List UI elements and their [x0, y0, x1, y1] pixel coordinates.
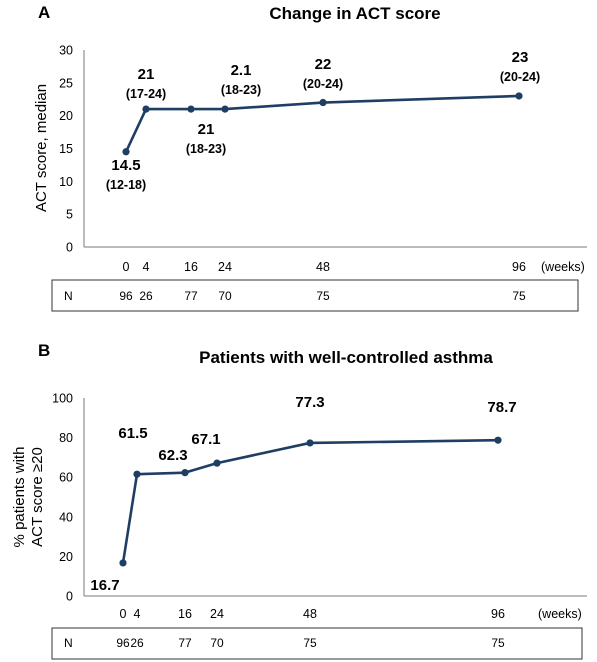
- panel-b-y-axis-label-line: ACT score ≥20: [29, 447, 46, 547]
- panel-b-x-tick-label: 96: [491, 607, 505, 621]
- panel-a-n-value: 75: [316, 289, 330, 303]
- panel-a-letter: A: [38, 3, 50, 22]
- panel-b-y-axis-label-line: % patients with: [11, 447, 28, 548]
- panel-a-data-point: [122, 148, 130, 156]
- panel-b-data-point: [119, 559, 127, 567]
- panel-a-data-label: 21: [138, 66, 155, 83]
- panel-a-data-point: [142, 105, 150, 113]
- panel-a-n-label: N: [64, 289, 73, 303]
- panel-b-data-point: [306, 439, 314, 447]
- panel-a-y-tick-label: 0: [66, 241, 73, 255]
- panel-a-y-tick-label: 25: [59, 76, 73, 90]
- panel-a-data-point: [221, 105, 229, 113]
- panel-a-data-point: [319, 98, 327, 107]
- panel-b-x-tick-label: 24: [210, 607, 224, 621]
- panel-b-n-value: 75: [491, 636, 505, 650]
- panel-a-x-tick-label: 96: [512, 260, 526, 274]
- panel-a-y-tick-label: 15: [59, 142, 73, 156]
- panel-b-n-value: 70: [210, 636, 224, 650]
- panel-b-y-tick-label: 20: [59, 550, 73, 564]
- panel-a-x-tick-label: 16: [184, 260, 198, 274]
- panel-b-y-tick-label: 40: [59, 510, 73, 524]
- panel-b-y-tick-label: 0: [66, 590, 73, 604]
- panel-b-data-point: [494, 436, 502, 444]
- panel-a-x-tick-label: 48: [316, 260, 330, 274]
- panel-a-y-tick-label: 5: [66, 208, 73, 222]
- panel-a-n-value: 96: [119, 289, 133, 303]
- panel-b-y-tick-label: 60: [59, 471, 73, 485]
- panel-b-title: Patients with well-controlled asthma: [199, 348, 493, 367]
- panel-a-series-line: [124, 94, 520, 153]
- panel-a-range-label: (18-23): [221, 83, 261, 97]
- panel-a-x-unit: (weeks): [541, 260, 585, 274]
- panel-b-y-axis-label: % patients withACT score ≥20: [11, 447, 46, 548]
- panel-a-y-axis-label: ACT score, median: [33, 84, 50, 212]
- panel-a-y-tick-label: 20: [59, 109, 73, 123]
- panel-b-data-point: [133, 470, 141, 478]
- panel-a-x-tick-label: 4: [143, 260, 150, 274]
- panel-a-n-value: 70: [218, 289, 232, 303]
- panel-a-n-table-box: [51, 279, 579, 312]
- panel-a-data-label: 14.5: [111, 157, 140, 174]
- panel-b-data-label: 16.7: [90, 577, 119, 594]
- panel-b-n-table-box: [51, 627, 583, 660]
- panel-b-x-tick-label: 4: [134, 607, 141, 621]
- panel-a-y-tick-label: 10: [59, 175, 73, 189]
- panel-a-range-label: (20-24): [500, 70, 540, 84]
- panel-b-data-label: 78.7: [487, 399, 516, 416]
- panel-a-data-label: 23: [512, 49, 529, 66]
- panel-b-data-label: 62.3: [158, 447, 187, 464]
- panel-b-data-point: [181, 469, 189, 477]
- panel-a-x-tick-label: 24: [218, 260, 232, 274]
- panel-b-n-value: 96: [116, 636, 130, 650]
- panel-a-data-label: 21: [198, 121, 215, 138]
- panel-b-n-value: 75: [303, 636, 317, 650]
- panel-a-x-tick-label: 0: [123, 260, 130, 274]
- panel-a-y-tick-label: 30: [59, 44, 73, 58]
- panel-a-data-label: 2.1: [231, 62, 252, 79]
- panel-a-range-label: (18-23): [186, 142, 226, 156]
- panel-b-data-label: 67.1: [191, 431, 220, 448]
- panel-a-data-label: 22: [315, 56, 332, 73]
- panel-a-title: Change in ACT score: [269, 4, 440, 23]
- panel-a-n-value: 26: [139, 289, 153, 303]
- panel-b-n-value: 26: [130, 636, 144, 650]
- panel-a-data-point: [187, 105, 195, 113]
- panel-b-data-point: [213, 459, 221, 467]
- panel-b-x-tick-label: 48: [303, 607, 317, 621]
- panel-b-x-tick-label: 16: [178, 607, 192, 621]
- panel-b-x-tick-label: 0: [120, 607, 127, 621]
- panel-a-range-label: (20-24): [303, 77, 343, 91]
- panel-a-data-point: [515, 92, 523, 100]
- panel-b-letter: B: [38, 341, 50, 360]
- panel-b-n-label: N: [64, 636, 73, 650]
- panel-b-y-tick-label: 80: [59, 431, 73, 445]
- panel-b-y-tick-label: 100: [52, 392, 73, 406]
- panel-a-n-value: 77: [184, 289, 198, 303]
- panel-a-range-label: (12-18): [106, 178, 146, 192]
- panel-b-n-value: 77: [178, 636, 192, 650]
- panel-b-series-line: [121, 438, 499, 564]
- panel-a-range-label: (17-24): [126, 87, 166, 101]
- panel-b-x-unit: (weeks): [538, 607, 582, 621]
- panel-b-data-label: 77.3: [295, 394, 324, 411]
- panel-b-data-label: 61.5: [118, 425, 147, 442]
- panel-a-n-value: 75: [512, 289, 526, 303]
